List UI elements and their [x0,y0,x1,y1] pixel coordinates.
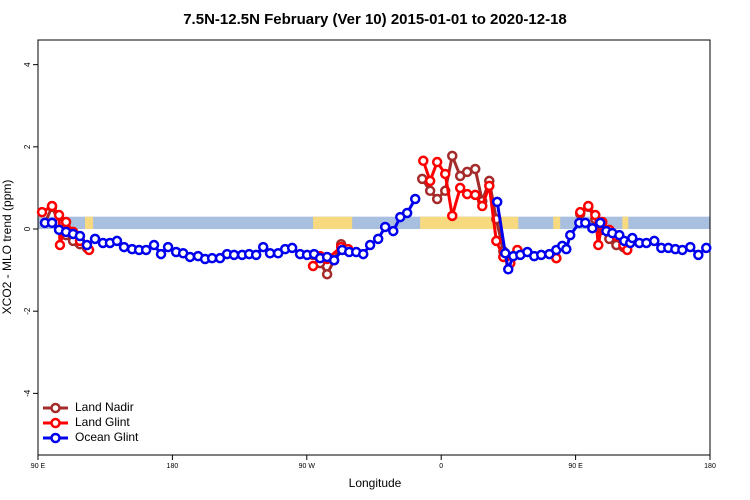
data-point [388,225,399,237]
data-point [60,216,72,228]
series-line [495,201,708,275]
legend-marker [50,417,61,429]
x-axis-label: Longitude [349,476,402,490]
data-point [155,248,167,260]
data-point [89,233,101,245]
y-axis-label: XCO2 - MLO trend (ppm) [0,180,14,315]
data-point [461,188,473,200]
data-point [286,242,298,254]
data-point [162,241,174,253]
data-point [431,193,443,205]
data-point [250,249,262,261]
data-point [685,241,696,253]
data-point [81,239,93,251]
data-point [477,200,488,212]
data-point [54,239,66,251]
data-point [36,206,48,218]
data-point [264,248,276,259]
land-band [313,216,353,230]
legend-label: Land Nadir [75,400,134,414]
data-point [228,249,240,261]
legend-marker [50,432,61,444]
land-band [622,216,629,230]
data-point [627,232,638,244]
data-point [561,243,572,255]
legend-marker [50,402,61,414]
data-point [469,189,481,201]
data-point [564,229,576,241]
data-point [118,241,130,253]
data-point [379,221,391,233]
data-point [574,206,586,218]
legend-label: Land Glint [75,415,130,429]
data-point [409,193,421,205]
x-tick-label: 0 [439,463,443,470]
data-point [53,209,65,221]
land-band [553,216,561,230]
legend-label: Ocean Glint [75,430,139,444]
data-point [649,235,660,247]
data-point [372,233,384,245]
data-point [461,166,473,178]
chart-title: 7.5N-12.5N February (Ver 10) 2015-01-01 … [183,11,567,28]
data-point [46,217,58,229]
data-point [257,241,269,253]
x-tick-label: 90 E [568,463,583,470]
data-point [594,217,606,229]
data-point [431,156,443,168]
data-point [321,268,333,280]
y-tick-label: 4 [23,62,32,67]
data-point [503,264,514,275]
data-point [439,168,451,180]
data-point [140,244,152,256]
data-point [424,185,436,197]
data-point [328,254,340,266]
data-point [454,182,466,194]
data-point [593,239,604,251]
data-point [583,200,594,212]
ocean-band [38,216,710,230]
data-point [491,235,502,247]
land-band [420,216,519,230]
data-point [74,230,86,242]
data-point [148,239,160,251]
data-point [491,196,503,208]
data-point [418,155,429,167]
x-tick-label: 180 [167,463,179,470]
data-point [693,249,704,261]
x-tick-label: 90 W [299,463,316,470]
data-point [307,260,319,272]
data-point [111,235,123,247]
y-tick-label: -2 [23,307,32,315]
data-point [469,163,481,175]
data-point [357,248,369,260]
data-point [364,239,376,251]
data-point [424,175,436,187]
data-point [536,249,547,261]
x-tick-label: 180 [704,463,716,470]
data-point [46,200,58,212]
data-point [500,248,511,259]
data-point [447,150,458,162]
land-band [85,216,94,230]
data-point [484,180,495,192]
data-point [401,207,413,219]
data-point [587,222,598,234]
data-point [447,210,458,222]
data-point [701,242,712,254]
y-tick-label: 0 [23,226,32,231]
data-point [590,209,601,221]
data-point [580,217,591,229]
y-tick-label: 2 [23,144,32,149]
y-tick-label: -4 [23,389,32,397]
data-point [184,251,196,263]
x-tick-label: 90 E [31,463,46,470]
